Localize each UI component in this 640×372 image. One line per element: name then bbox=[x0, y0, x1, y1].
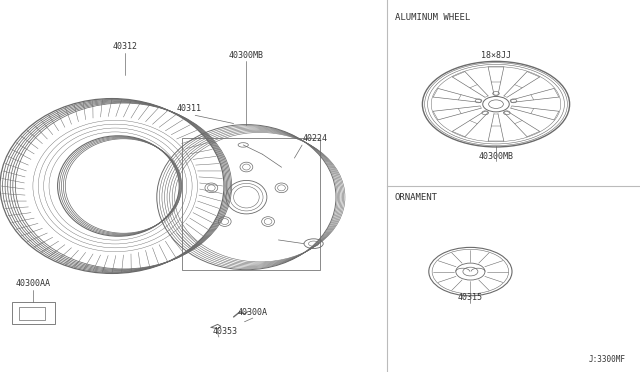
Text: J:3300MF: J:3300MF bbox=[589, 355, 626, 364]
Text: 40311: 40311 bbox=[176, 105, 202, 113]
Bar bbox=[182, 138, 320, 270]
Text: 40353: 40353 bbox=[212, 327, 238, 336]
Text: 40312: 40312 bbox=[112, 42, 138, 51]
Bar bbox=[19, 307, 45, 320]
Text: 40300AA: 40300AA bbox=[16, 279, 51, 288]
Bar bbox=[12, 302, 55, 324]
Text: 40224: 40224 bbox=[302, 134, 327, 143]
Text: 40300A: 40300A bbox=[238, 308, 268, 317]
Text: 18×8JJ: 18×8JJ bbox=[481, 51, 511, 60]
Text: 40300MB: 40300MB bbox=[479, 152, 513, 161]
Text: 40315: 40315 bbox=[458, 293, 483, 302]
Text: 40300MB: 40300MB bbox=[229, 51, 264, 60]
Text: ALUMINUM WHEEL: ALUMINUM WHEEL bbox=[395, 13, 470, 22]
Text: ORNAMENT: ORNAMENT bbox=[395, 193, 438, 202]
